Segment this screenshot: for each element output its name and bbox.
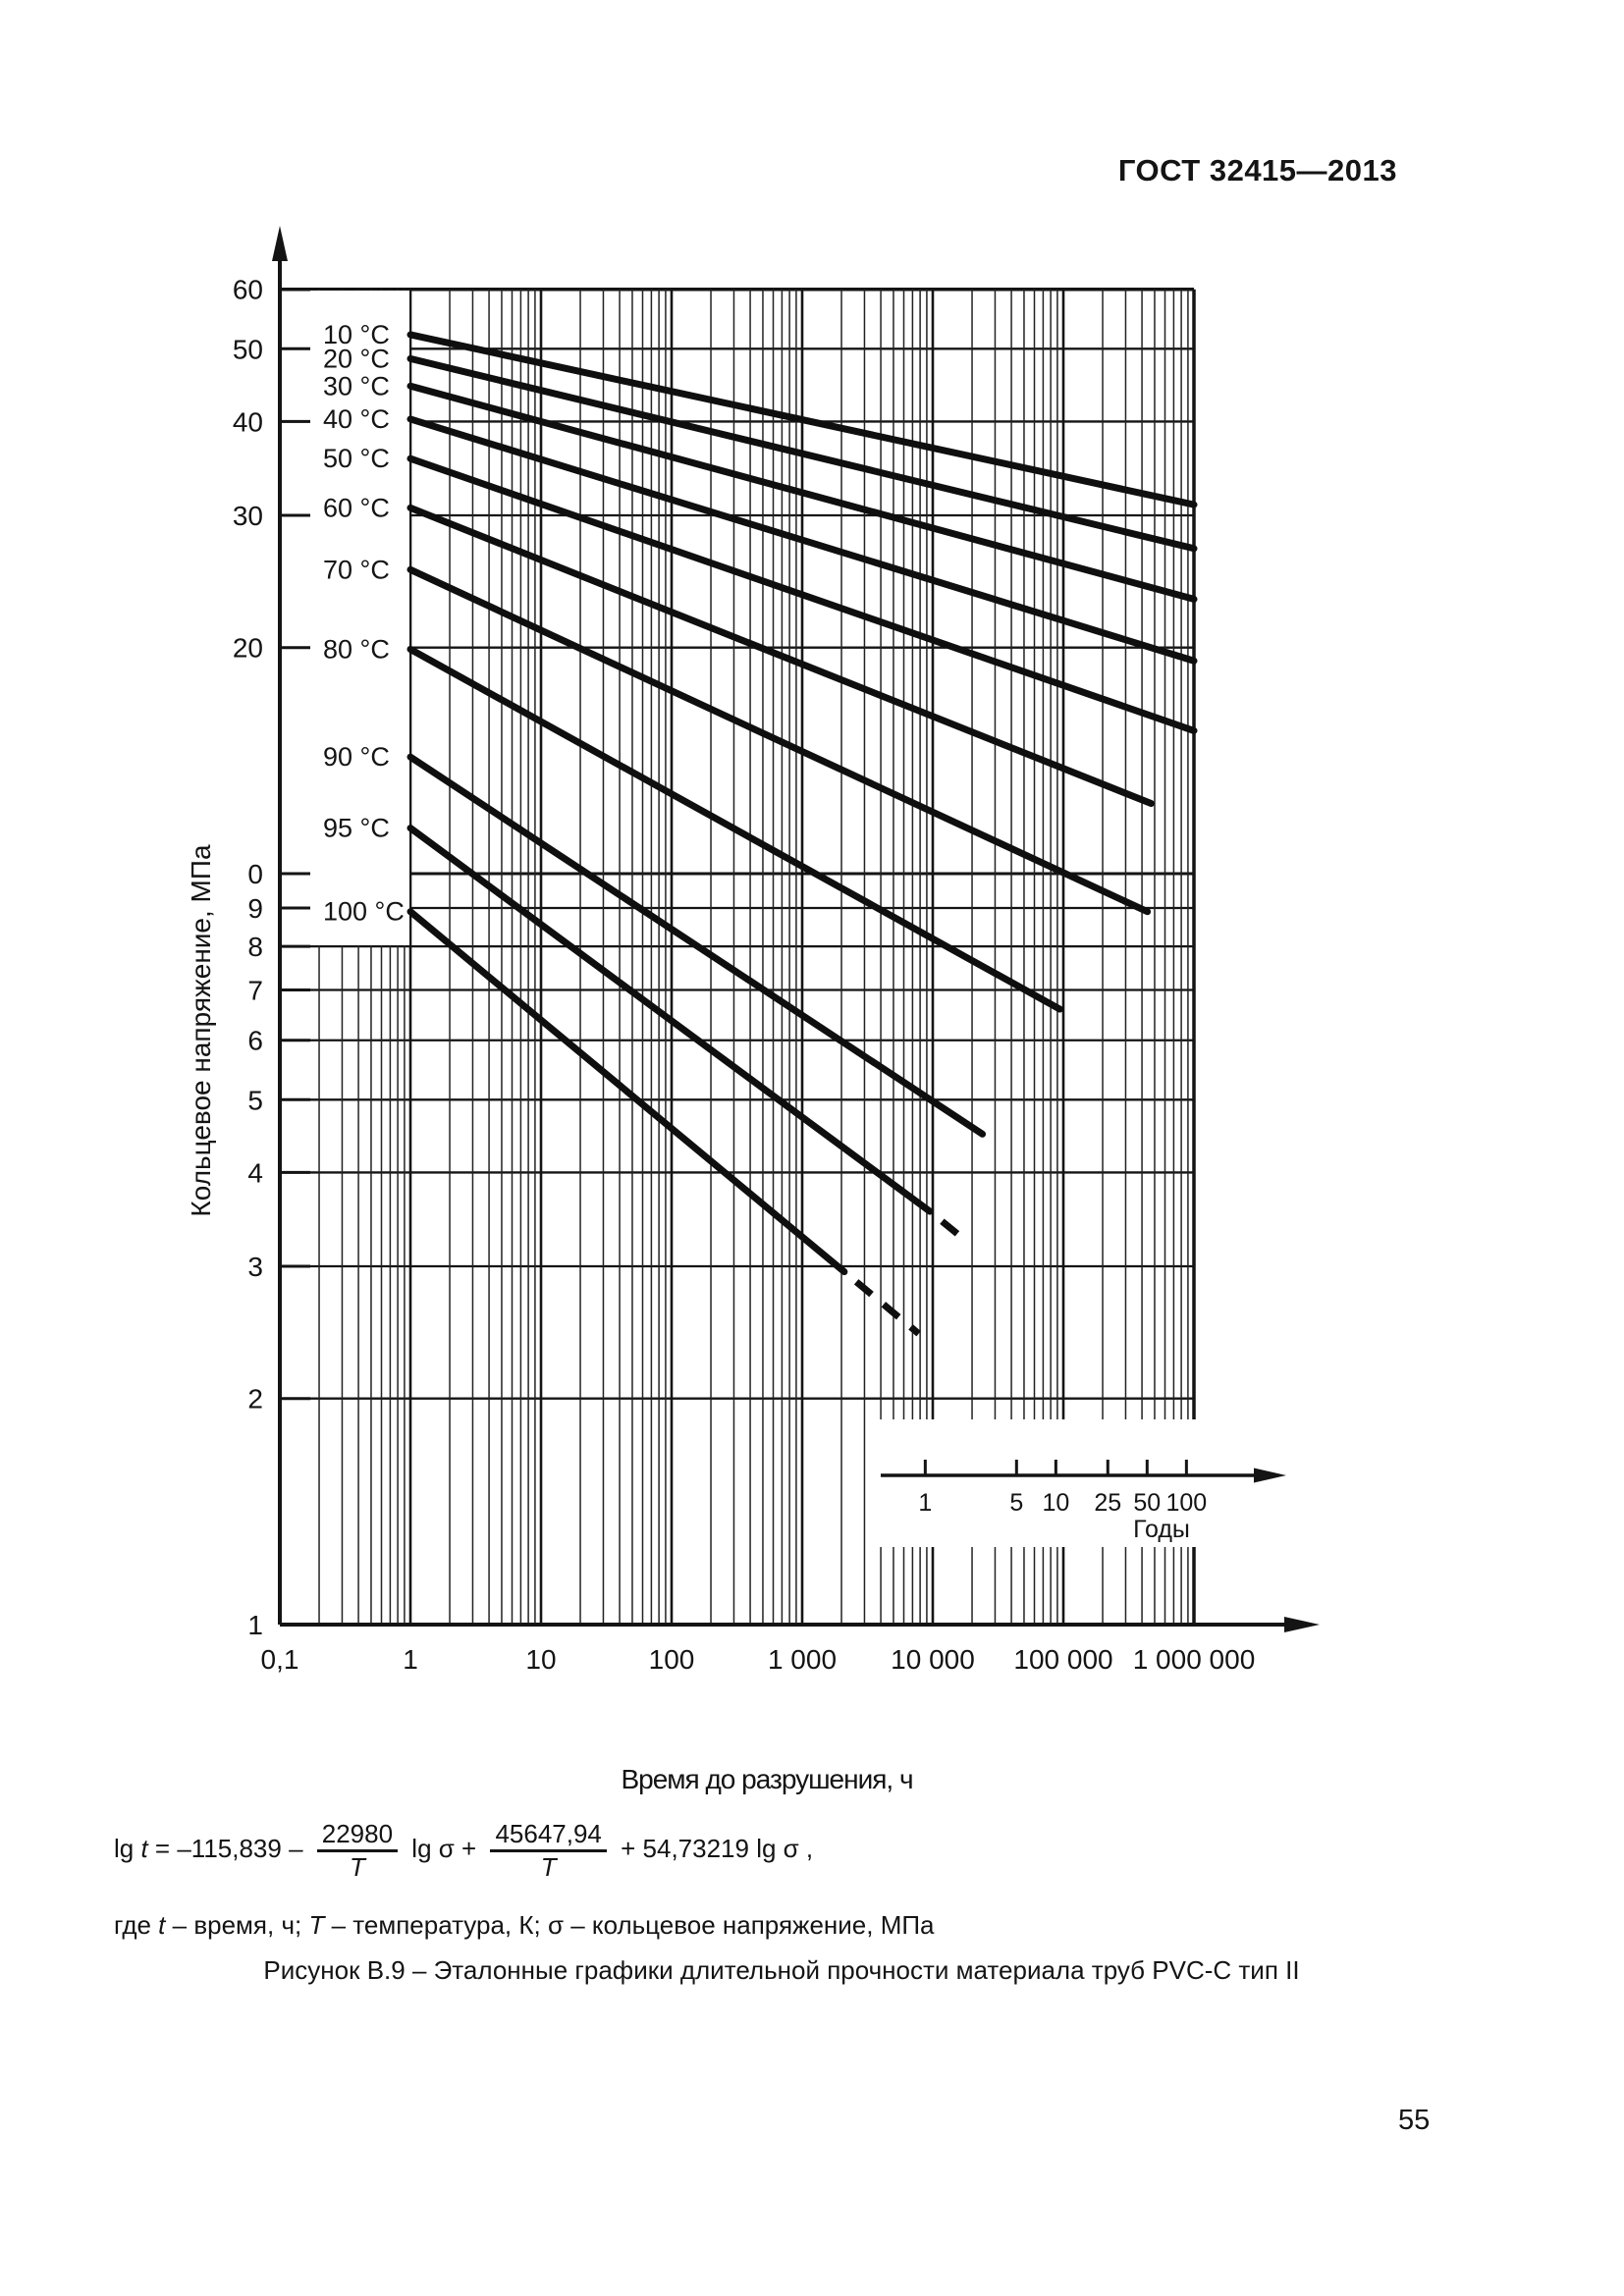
y-tick-4: 4 (247, 1157, 263, 1188)
curve-label-50°C: 50 °C (323, 444, 390, 473)
formula-text: где (114, 1910, 159, 1940)
y-tick-1: 1 (247, 1610, 263, 1640)
y-tick-7: 7 (247, 976, 263, 1006)
y-axis-arrow (272, 226, 288, 261)
x-tick-100: 100 (649, 1644, 695, 1675)
curve-label-10°C: 10 °C (323, 320, 390, 349)
curve-label-20°C: 20 °C (323, 344, 390, 373)
fraction: 22980 T (316, 1819, 399, 1883)
y-tick-6: 6 (247, 1026, 263, 1056)
years-axis-box (874, 1419, 1308, 1547)
years-tick-5: 5 (1009, 1489, 1023, 1517)
curve-70°C (406, 565, 1152, 916)
years-tick-25: 25 (1094, 1489, 1121, 1517)
x-axis-title: Время до разрушения, ч (621, 1764, 913, 1794)
curve-40°C (406, 415, 1198, 665)
formula-text: lg σ + (405, 1834, 484, 1864)
years-axis-arrow (1254, 1468, 1286, 1483)
curve-60°C (406, 504, 1155, 808)
years-tick-1: 1 (918, 1489, 932, 1517)
years-tick-50: 50 (1133, 1489, 1161, 1517)
formula-text: = –115,839 – (147, 1834, 310, 1864)
y-tick-0: 0 (247, 859, 263, 889)
y-tick-labels: 60 50 40 30 20 0 9 8 7 6 5 4 3 2 1 (233, 275, 263, 1640)
x-tick-1 000: 1 000 (768, 1644, 837, 1675)
x-tick-10 000: 10 000 (891, 1644, 975, 1675)
y-tick-60: 60 (233, 275, 263, 305)
axes (272, 226, 1320, 1632)
y-tick-40: 40 (233, 406, 263, 437)
curves (406, 331, 1198, 1337)
curve-dash-100°C (841, 1268, 921, 1337)
grid-vertical (318, 289, 1196, 1625)
y-tick-3: 3 (247, 1252, 263, 1282)
y-tick-5: 5 (247, 1085, 263, 1115)
formula-text: T (308, 1910, 325, 1940)
curve-label-40°C: 40 °C (323, 404, 390, 434)
curve-labels: 10 °C20 °C30 °C 40 °C 50 °C 60 °C 70 °C 80 °C… (323, 320, 405, 927)
y-tick-8: 8 (247, 932, 263, 962)
y-tick-20: 20 (233, 633, 263, 664)
curve-label-70°C: 70 °C (323, 555, 390, 584)
curve-label-80°C: 80 °C (323, 634, 390, 664)
grid-horizontal (280, 287, 1194, 1400)
x-tick-labels: 0,1 1 10 100 1 000 10 000 100 000 1 000 000 (261, 1644, 1256, 1675)
formula-text: + 54,73219 lg σ , (613, 1834, 814, 1864)
years-axis-label: Годы (1133, 1516, 1190, 1543)
x-tick-1 000 000: 1 000 000 (1133, 1644, 1256, 1675)
formula-text: lg (114, 1834, 141, 1864)
y-axis-title: Кольцевое напряжение, МПа (186, 844, 216, 1217)
curve-10°C (406, 331, 1198, 508)
fraction: 45647,94 T (490, 1819, 607, 1883)
curve-30°C (406, 382, 1198, 603)
formula-legend: где t – время, ч; T – температура, К; σ … (114, 1910, 935, 1941)
x-tick-10: 10 (525, 1644, 556, 1675)
formula-text: – время, ч; (165, 1910, 309, 1940)
y-tick-9: 9 (247, 893, 263, 924)
formula-text: – температура, К; σ – кольцевое напряжен… (324, 1910, 935, 1940)
formula: lg t = –115,839 – 22980 T lg σ + 45647,94… (114, 1817, 814, 1883)
x-tick-0,1: 0,1 (261, 1644, 299, 1675)
years-tick-10: 10 (1042, 1489, 1069, 1517)
document-header: ГОСТ 32415—2013 (1117, 153, 1397, 187)
x-tick-100 000: 100 000 (1013, 1644, 1112, 1675)
curve-label-90°C: 90 °C (323, 742, 390, 772)
curve-100°C (406, 908, 848, 1276)
formula-text: t (158, 1910, 166, 1940)
curve-80°C (406, 645, 1063, 1013)
curve-label-95°C: 95 °C (323, 814, 390, 843)
curve-label-100°C: 100 °C (323, 897, 405, 927)
curve-95°C (406, 825, 934, 1215)
x-tick-1: 1 (403, 1644, 418, 1675)
years-tick-100: 100 (1165, 1489, 1207, 1517)
curve-label-60°C: 60 °C (323, 493, 390, 522)
curve-labels-box (310, 291, 409, 945)
y-tick-2: 2 (247, 1384, 263, 1415)
x-axis-arrow (1284, 1617, 1320, 1632)
curve-20°C (406, 354, 1198, 553)
y-tick-marks (280, 288, 310, 1627)
curve-dash-95°C (927, 1208, 964, 1241)
page-number: 55 (1398, 2105, 1431, 2136)
y-tick-30: 30 (233, 501, 263, 531)
curve-50°C (406, 454, 1198, 734)
formula-text: t (140, 1834, 148, 1864)
y-tick-50: 50 (233, 334, 263, 364)
curve-label-30°C: 30 °C (323, 371, 390, 400)
figure-caption: Рисунок В.9 – Эталонные графики длительн… (263, 1955, 1300, 1985)
curve-90°C (406, 753, 987, 1138)
